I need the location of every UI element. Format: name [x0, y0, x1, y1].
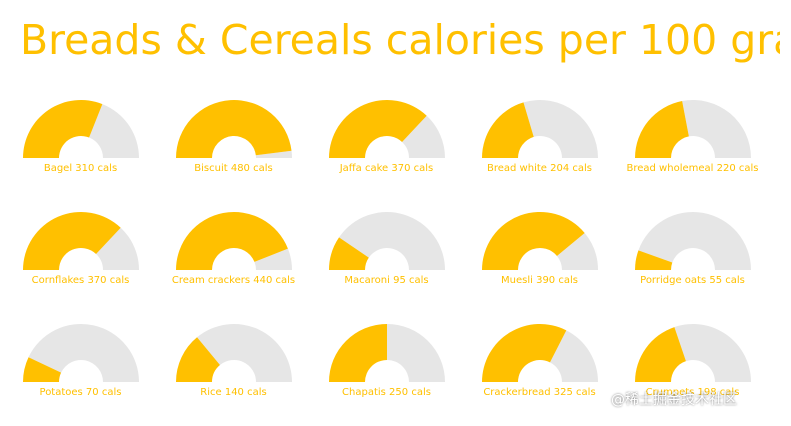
gauge-macaroni: Macaroni 95 cals [310, 204, 463, 304]
gauge-value-arc [23, 357, 62, 382]
gauge-value-arc [635, 327, 686, 382]
gauge-svg [482, 324, 598, 382]
gauge-svg [635, 100, 751, 158]
gauge-svg [329, 324, 445, 382]
gauge-value-arc [23, 100, 103, 158]
gauge-label: Chapatis 250 cals [342, 387, 431, 398]
gauge-svg [176, 324, 292, 382]
gauge-remainder-arc [549, 330, 598, 382]
gauge-value-arc [329, 237, 369, 270]
gauge-cream-crackers: Cream crackers 440 cals [157, 204, 310, 304]
gauge-svg [23, 324, 139, 382]
gauge-svg [482, 212, 598, 270]
gauge-label: Crumpets 198 cals [645, 387, 740, 398]
gauge-remainder-arc [28, 324, 139, 382]
gauge-label: Cream crackers 440 cals [171, 275, 296, 286]
gauge-remainder-arc [339, 212, 445, 270]
gauge-jaffa-cake: Jaffa cake 370 cals [310, 92, 463, 192]
gauge-remainder-arc [674, 324, 751, 382]
gauge-label: Macaroni 95 cals [344, 275, 429, 286]
gauge-label: Bread wholemeal 220 cals [626, 163, 759, 174]
gauge-grid: Bagel 310 cals Biscuit 480 cals Jaffa cake… [0, 92, 791, 412]
gauge-label: Cornflakes 370 cals [31, 275, 130, 286]
gauge-label: Biscuit 480 cals [194, 163, 273, 174]
gauge-label: Porridge oats 55 cals [640, 275, 745, 286]
gauge-value-arc [635, 101, 689, 158]
gauge-remainder-arc [96, 227, 139, 270]
gauge-biscuit: Biscuit 480 cals [157, 92, 310, 192]
gauge-svg [635, 212, 751, 270]
gauge-remainder-arc [255, 150, 292, 158]
gauge-value-arc [482, 102, 534, 158]
gauge-value-arc [176, 337, 220, 382]
gauge-label: Potatoes 70 cals [39, 387, 122, 398]
gauge-value-arc [329, 324, 387, 382]
gauge-remainder-arc [89, 104, 139, 158]
gauge-label: Bagel 310 cals [43, 163, 118, 174]
gauge-svg [329, 212, 445, 270]
gauge-svg [635, 324, 751, 382]
gauge-value-arc [635, 250, 673, 270]
gauge-label: Bread white 204 cals [487, 163, 592, 174]
gauge-remainder-arc [682, 100, 751, 158]
gauge-svg [23, 100, 139, 158]
gauge-svg [176, 99, 292, 158]
gauge-remainder-arc [523, 100, 598, 158]
gauge-svg [23, 212, 139, 270]
gauge-label: Crackerbread 325 cals [483, 387, 596, 398]
gauge-muesli: Muesli 390 cals [463, 204, 616, 304]
gauge-remainder-arc [638, 212, 751, 270]
gauge-svg [329, 99, 445, 158]
gauge-bread-wholemeal: Bread wholemeal 220 cals [616, 92, 769, 192]
watermark: @稀土掘金技术社区 [611, 392, 737, 408]
gauge-crumpets: Crumpets 198 cals [616, 316, 769, 416]
gauge-remainder-arc [254, 248, 292, 270]
gauge-value-arc [482, 324, 567, 382]
gauge-rice: Rice 140 cals [157, 316, 310, 416]
gauge-bread-white: Bread white 204 cals [463, 92, 616, 192]
gauge-label: Muesli 390 cals [501, 275, 578, 286]
gauge-remainder-arc [387, 324, 445, 382]
gauge-value-arc [23, 212, 121, 270]
gauge-svg [176, 212, 292, 270]
gauge-cornflakes: Cornflakes 370 cals [4, 204, 157, 304]
chart-title: Breads & Cereals calories per 100 gra [20, 16, 780, 64]
gauge-label: Jaffa cake 370 cals [339, 163, 434, 174]
gauge-value-arc [176, 212, 288, 270]
gauge-bagel: Bagel 310 cals [4, 92, 157, 192]
gauge-value-arc [329, 99, 427, 158]
gauge-crackerbread: Crackerbread 325 cals [463, 316, 616, 416]
gauge-porridge-oats: Porridge oats 55 cals [616, 204, 769, 304]
gauge-remainder-arc [556, 233, 598, 270]
gauge-svg [482, 100, 598, 158]
gauge-remainder-arc [197, 324, 292, 382]
gauge-potatoes: Potatoes 70 cals [4, 316, 157, 416]
gauge-label: Rice 140 cals [200, 387, 267, 398]
gauge-value-arc [176, 99, 292, 158]
gauge-value-arc [482, 212, 585, 270]
gauge-remainder-arc [402, 115, 445, 158]
gauge-chapatis: Chapatis 250 cals [310, 316, 463, 416]
